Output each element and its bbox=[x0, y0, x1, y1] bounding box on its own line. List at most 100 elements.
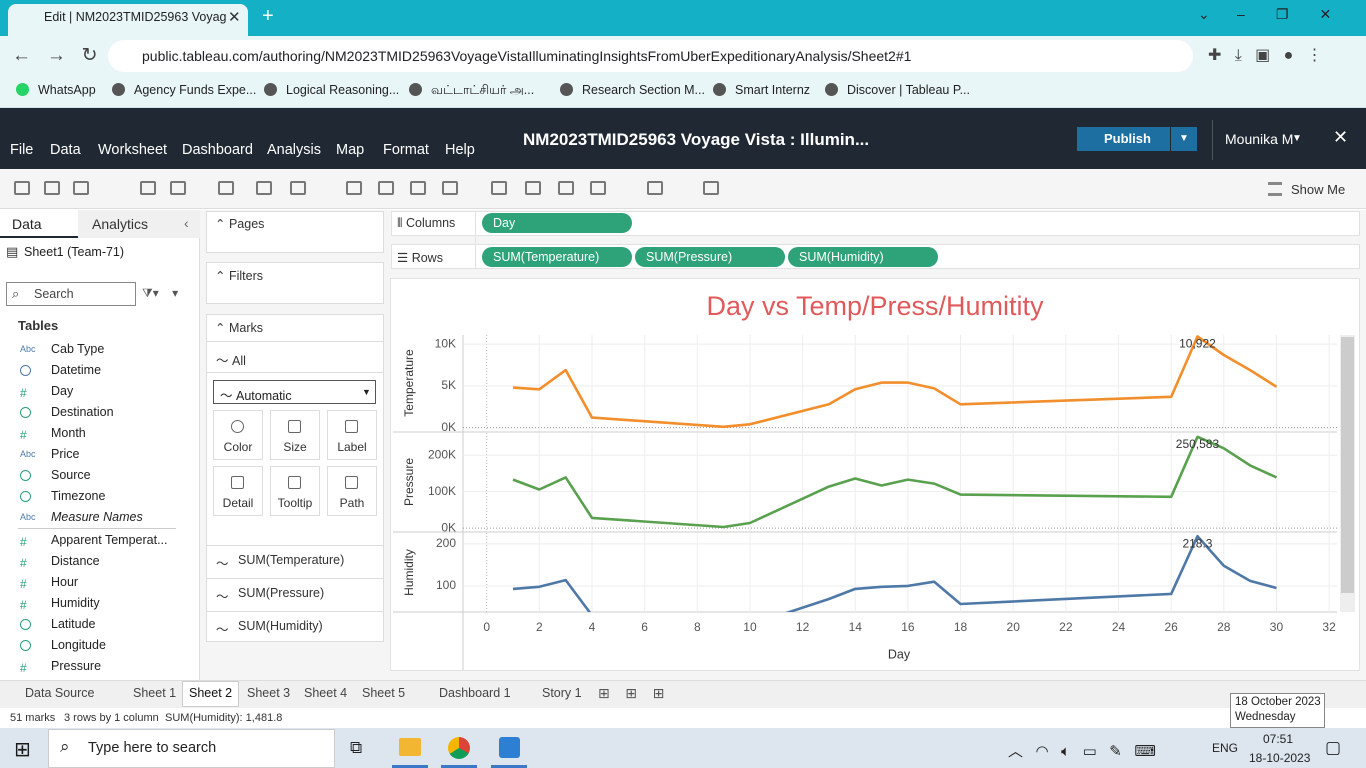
sheet-tab[interactable]: Data Source bbox=[25, 686, 95, 700]
field[interactable]: Longitude bbox=[51, 638, 106, 652]
bookmark[interactable]: Research Section M... bbox=[582, 83, 705, 97]
analytics-tab[interactable]: Analytics bbox=[92, 216, 149, 232]
mark-button[interactable] bbox=[327, 466, 377, 516]
menu-item[interactable]: Worksheet bbox=[98, 142, 168, 158]
show-me[interactable]: Show Me bbox=[1291, 182, 1346, 197]
marks-all[interactable]: 〜 All bbox=[216, 354, 246, 368]
toolbar-icon[interactable] bbox=[290, 181, 306, 195]
field[interactable]: Destination bbox=[51, 405, 114, 419]
mark-button[interactable] bbox=[327, 410, 377, 460]
sheet-tab[interactable]: Sheet 5 bbox=[362, 686, 406, 700]
mark-button[interactable] bbox=[213, 466, 263, 516]
tray-icons[interactable]: ︿ ◠ 🔈︎ ▭ ✎ ⌨ bbox=[1008, 743, 1156, 760]
toolbar-icon[interactable] bbox=[442, 181, 458, 195]
data-source[interactable]: Sheet1 (Team-71) bbox=[24, 245, 125, 259]
mark-field[interactable]: 〜 bbox=[216, 557, 229, 571]
mark-button[interactable] bbox=[270, 466, 320, 516]
bookmark[interactable]: Agency Funds Expe... bbox=[134, 83, 257, 97]
sheet-tab[interactable]: Dashboard 1 bbox=[439, 686, 511, 700]
menu-item[interactable]: Analysis bbox=[267, 142, 321, 158]
explorer-icon[interactable] bbox=[399, 738, 421, 756]
toolbar-icon[interactable] bbox=[73, 181, 89, 195]
new-sheet-buttons[interactable]: ⊞ ⊞ ⊞ bbox=[598, 685, 665, 701]
bookmark[interactable]: Discover | Tableau P... bbox=[847, 83, 970, 97]
field[interactable]: Pressure bbox=[51, 659, 102, 673]
clock-date[interactable]: 18-10-2023 bbox=[1249, 751, 1311, 765]
photos-icon[interactable] bbox=[499, 737, 520, 758]
window-controls[interactable]: ⌄ – ❐ ✕ bbox=[1198, 6, 1332, 22]
browser-icons[interactable]: ✚ ⤓ ▣ ● ⋮ bbox=[1208, 47, 1323, 64]
sheet-tab[interactable]: Story 1 bbox=[542, 686, 582, 700]
menu-item[interactable]: Data bbox=[50, 142, 81, 158]
sheet-tab[interactable]: Sheet 2 bbox=[189, 686, 233, 700]
bookmark[interactable]: WhatsApp bbox=[38, 83, 96, 97]
data-tab[interactable]: Data bbox=[12, 216, 42, 232]
toolbar-icon[interactable] bbox=[170, 181, 186, 195]
taskbar-search[interactable] bbox=[48, 729, 335, 768]
toolbar-icon[interactable] bbox=[256, 181, 272, 195]
notifications[interactable]: ▢ bbox=[1325, 738, 1342, 757]
mark-field[interactable]: 〜 bbox=[216, 623, 229, 637]
field[interactable]: Datetime bbox=[51, 363, 102, 377]
collapse[interactable]: ‹ bbox=[184, 215, 189, 231]
language[interactable]: ENG bbox=[1212, 741, 1239, 755]
user-name[interactable]: Mounika M bbox=[1225, 131, 1294, 147]
field[interactable]: Latitude bbox=[51, 617, 96, 631]
menu-item[interactable]: Map bbox=[336, 142, 365, 158]
field[interactable]: Apparent Temperat... bbox=[51, 533, 168, 547]
publish-button[interactable] bbox=[1077, 127, 1170, 151]
sheet-tab[interactable]: Sheet 4 bbox=[304, 686, 348, 700]
bookmark[interactable]: Smart Internz bbox=[735, 83, 811, 97]
active-tab[interactable] bbox=[8, 4, 248, 36]
row-pill[interactable]: SUM(Humidity) bbox=[788, 247, 938, 267]
toolbar-icon[interactable] bbox=[703, 181, 719, 195]
mark-field[interactable]: 〜 bbox=[216, 590, 229, 604]
sheet-tab[interactable]: Sheet 3 bbox=[247, 686, 291, 700]
tab-close[interactable]: ✕ bbox=[228, 9, 241, 26]
omnibox[interactable] bbox=[108, 40, 1193, 72]
search-box[interactable] bbox=[6, 282, 136, 306]
scroll-thumb[interactable] bbox=[1341, 337, 1354, 593]
toolbar-icon[interactable] bbox=[14, 181, 30, 195]
field[interactable]: Timezone bbox=[51, 489, 106, 503]
toolbar-icon[interactable] bbox=[647, 181, 663, 195]
toolbar-icon[interactable] bbox=[346, 181, 362, 195]
field[interactable]: Measure Names bbox=[51, 510, 143, 524]
menu-item[interactable]: Dashboard bbox=[182, 142, 253, 158]
row-pill[interactable]: SUM(Pressure) bbox=[635, 247, 785, 267]
toolbar-icon[interactable] bbox=[590, 181, 606, 195]
column-pill[interactable]: Day bbox=[482, 213, 632, 233]
toolbar-icon[interactable] bbox=[378, 181, 394, 195]
row-pill[interactable]: SUM(Temperature) bbox=[482, 247, 632, 267]
toolbar-icon[interactable] bbox=[491, 181, 507, 195]
clock-time[interactable]: 07:51 bbox=[1263, 732, 1294, 746]
toolbar-icon[interactable] bbox=[218, 181, 234, 195]
start-button[interactable]: ⊞ bbox=[14, 739, 31, 761]
toolbar-icon[interactable] bbox=[410, 181, 426, 195]
menu-item[interactable]: Format bbox=[383, 142, 429, 158]
field[interactable]: Price bbox=[51, 447, 80, 461]
nav-buttons[interactable]: ← → ↻ bbox=[12, 45, 98, 66]
mark-button[interactable] bbox=[213, 410, 263, 460]
bookmark[interactable]: வட்டாட்சியர் அ... bbox=[431, 83, 535, 97]
field[interactable]: Hour bbox=[51, 575, 79, 589]
field[interactable]: Cab Type bbox=[51, 342, 105, 356]
menu-item[interactable]: File bbox=[10, 142, 34, 158]
toolbar-icon[interactable] bbox=[44, 181, 60, 195]
bookmark[interactable]: Logical Reasoning... bbox=[286, 83, 400, 97]
field[interactable]: Humidity bbox=[51, 596, 100, 610]
new-tab[interactable]: + bbox=[262, 5, 274, 27]
close-app[interactable]: ✕ bbox=[1333, 127, 1349, 147]
mark-type-select[interactable] bbox=[213, 380, 376, 404]
menu-item[interactable]: Help bbox=[445, 142, 475, 158]
field[interactable]: Day bbox=[51, 384, 74, 398]
filter-fields[interactable]: ⧩▾ ▾ bbox=[142, 286, 179, 300]
sheet-tab[interactable]: Sheet 1 bbox=[133, 686, 177, 700]
toolbar-icon[interactable] bbox=[525, 181, 541, 195]
active-sheet-tab[interactable] bbox=[182, 681, 239, 707]
toolbar-icon[interactable] bbox=[558, 181, 574, 195]
mark-button[interactable] bbox=[270, 410, 320, 460]
field[interactable]: Source bbox=[51, 468, 91, 482]
field[interactable]: Distance bbox=[51, 554, 100, 568]
field[interactable]: Month bbox=[51, 426, 86, 440]
